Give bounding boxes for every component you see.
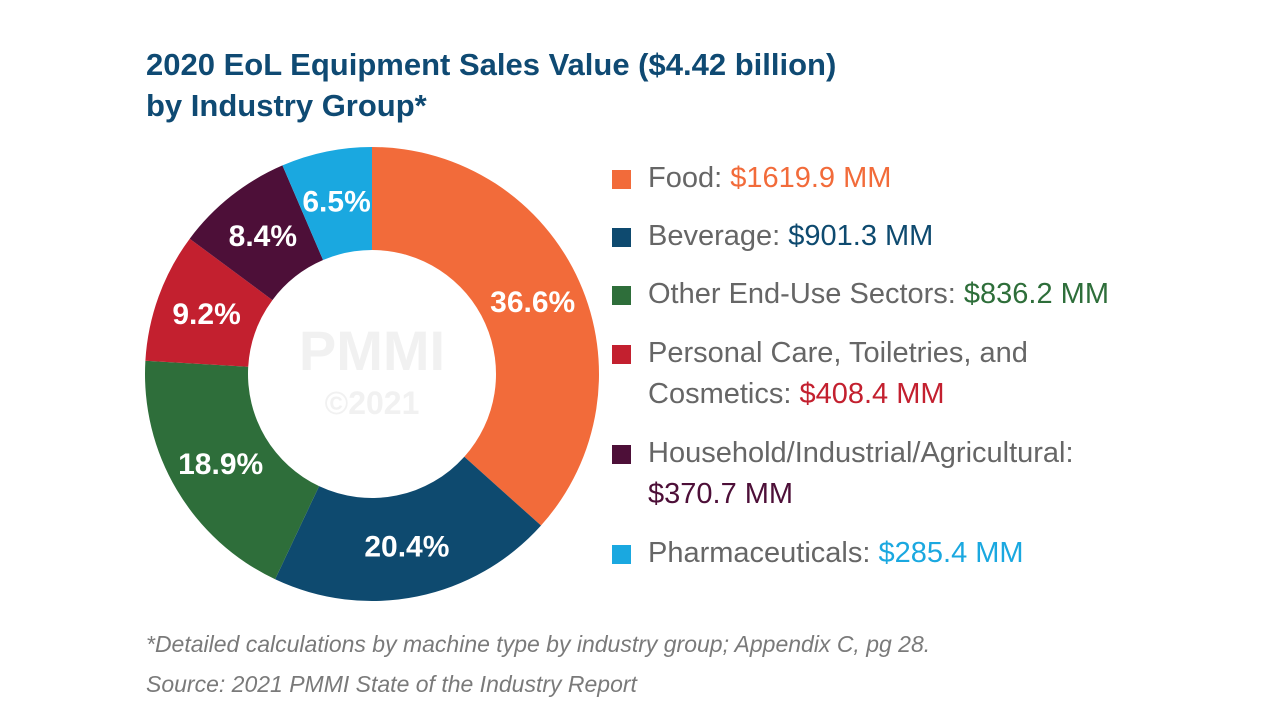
- chart-title: 2020 EoL Equipment Sales Value ($4.42 bi…: [146, 44, 836, 126]
- footnote-line-1: *Detailed calculations by machine type b…: [146, 631, 931, 657]
- legend-line: Cosmetics: $408.4 MM: [648, 374, 1028, 415]
- legend-text: Beverage: $901.3 MM: [648, 216, 933, 257]
- legend-value: $1619.9 MM: [730, 162, 892, 194]
- legend-swatch: [612, 286, 631, 305]
- slice-percent-label-2: 18.9%: [178, 448, 263, 481]
- legend-swatch: [612, 545, 631, 564]
- legend-line: Personal Care, Toiletries, and: [648, 333, 1028, 374]
- legend-value: $285.4 MM: [878, 537, 1024, 569]
- donut-slice-1: [275, 456, 542, 601]
- donut-slice-5: [282, 147, 372, 261]
- chart-title-line-1: 2020 EoL Equipment Sales Value ($4.42 bi…: [146, 47, 837, 82]
- legend-swatch: [612, 345, 631, 364]
- legend-label: Other End-Use Sectors:: [648, 278, 964, 310]
- legend-line: Food: $1619.9 MM: [648, 158, 891, 199]
- donut-slice-4: [189, 165, 324, 301]
- donut-slice-2: [145, 360, 320, 580]
- legend-label: Beverage:: [648, 220, 789, 252]
- legend-value: $408.4 MM: [799, 378, 945, 410]
- legend-line: Beverage: $901.3 MM: [648, 216, 933, 257]
- legend-line: Pharmaceuticals: $285.4 MM: [648, 533, 1024, 574]
- legend-swatch: [612, 170, 631, 189]
- footnote-source: Source: 2021 PMMI State of the Industry …: [146, 671, 637, 697]
- slice-percent-label-4: 8.4%: [229, 220, 297, 253]
- legend-value: $901.3 MM: [788, 220, 934, 252]
- legend-label: Household/Industrial/Agricultural:: [648, 437, 1074, 469]
- legend-swatch: [612, 228, 631, 247]
- watermark-brand: PMMI: [299, 319, 445, 382]
- legend-text: Pharmaceuticals: $285.4 MM: [648, 533, 1024, 574]
- legend-line: $370.7 MM: [648, 474, 1074, 515]
- legend-text: Other End-Use Sectors: $836.2 MM: [648, 274, 1109, 315]
- slice-percent-label-1: 20.4%: [364, 531, 449, 564]
- legend-label: Food:: [648, 162, 731, 194]
- slice-percent-label-0: 36.6%: [490, 286, 575, 319]
- legend-text: Personal Care, Toiletries, and Cosmetics:…: [648, 333, 1028, 415]
- slice-percent-label-3: 9.2%: [172, 298, 240, 331]
- legend-label: Personal Care, Toiletries, and: [648, 337, 1028, 369]
- legend-text: Household/Industrial/Agricultural: $370.7…: [648, 433, 1074, 515]
- legend-label: Pharmaceuticals:: [648, 537, 879, 569]
- slice-percent-label-5: 6.5%: [302, 186, 370, 219]
- donut-slice-3: [145, 238, 273, 367]
- donut-chart: PMMI©2021 36.6% 20.4% 18.9% 9.2% 8.4%6.5%: [145, 147, 599, 601]
- footnote: *Detailed calculations by machine type b…: [146, 624, 930, 704]
- legend-value: $370.7 MM: [648, 478, 794, 510]
- legend-line: Household/Industrial/Agricultural:: [648, 433, 1074, 474]
- donut-slice-0: [372, 147, 599, 526]
- chart-title-line-2: by Industry Group*: [146, 88, 427, 123]
- legend-line: Other End-Use Sectors: $836.2 MM: [648, 274, 1109, 315]
- legend-swatch: [612, 445, 631, 464]
- legend-value: $836.2 MM: [963, 278, 1109, 310]
- legend-label: Cosmetics:: [648, 378, 800, 410]
- watermark-year: ©2021: [325, 385, 420, 421]
- legend-text: Food: $1619.9 MM: [648, 158, 891, 199]
